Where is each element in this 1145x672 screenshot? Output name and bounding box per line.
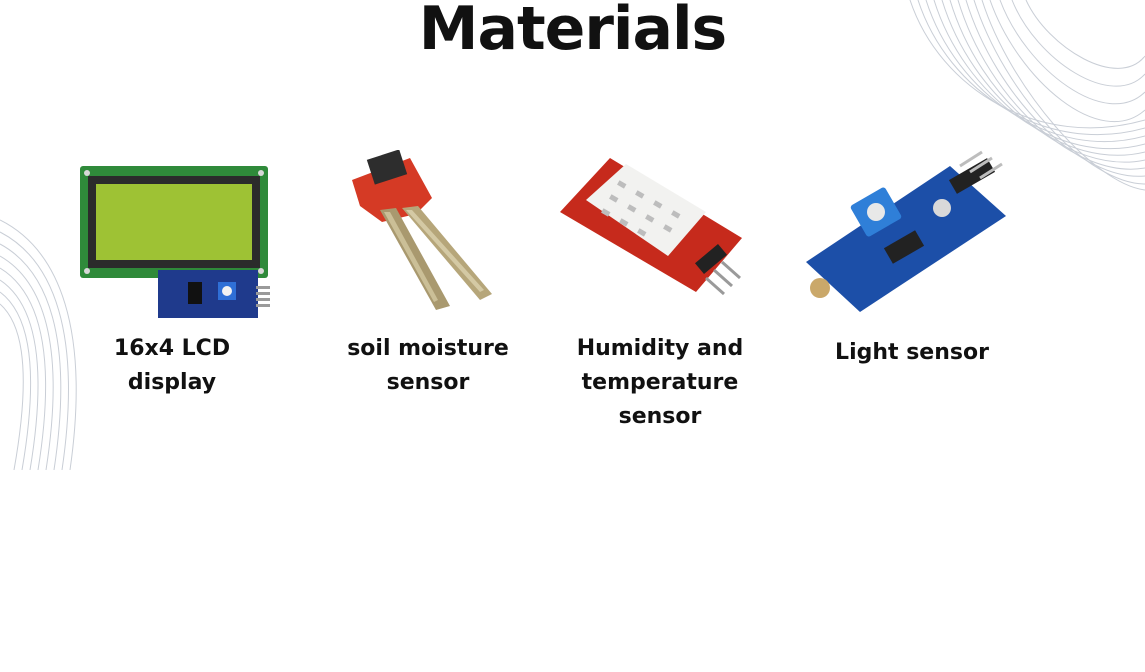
material-label-humidity-temperature: Humidity and temperature sensor	[576, 336, 744, 429]
soil-moisture-probe-icon	[352, 150, 492, 310]
dht-sensor-module-icon	[560, 158, 742, 296]
page-title: Materials	[418, 0, 728, 64]
wave-decoration-top-right	[909, 0, 1145, 191]
material-label-light-sensor: Light sensor	[835, 340, 989, 365]
lcd-display-module-icon	[80, 166, 270, 318]
material-label-soil-moisture: soil moisture sensor	[347, 336, 509, 395]
ldr-light-sensor-module-icon	[806, 150, 1006, 312]
slide: Materials	[0, 0, 1145, 470]
material-label-lcd: 16x4 LCD display	[113, 336, 231, 395]
wave-decoration-left	[0, 219, 77, 470]
